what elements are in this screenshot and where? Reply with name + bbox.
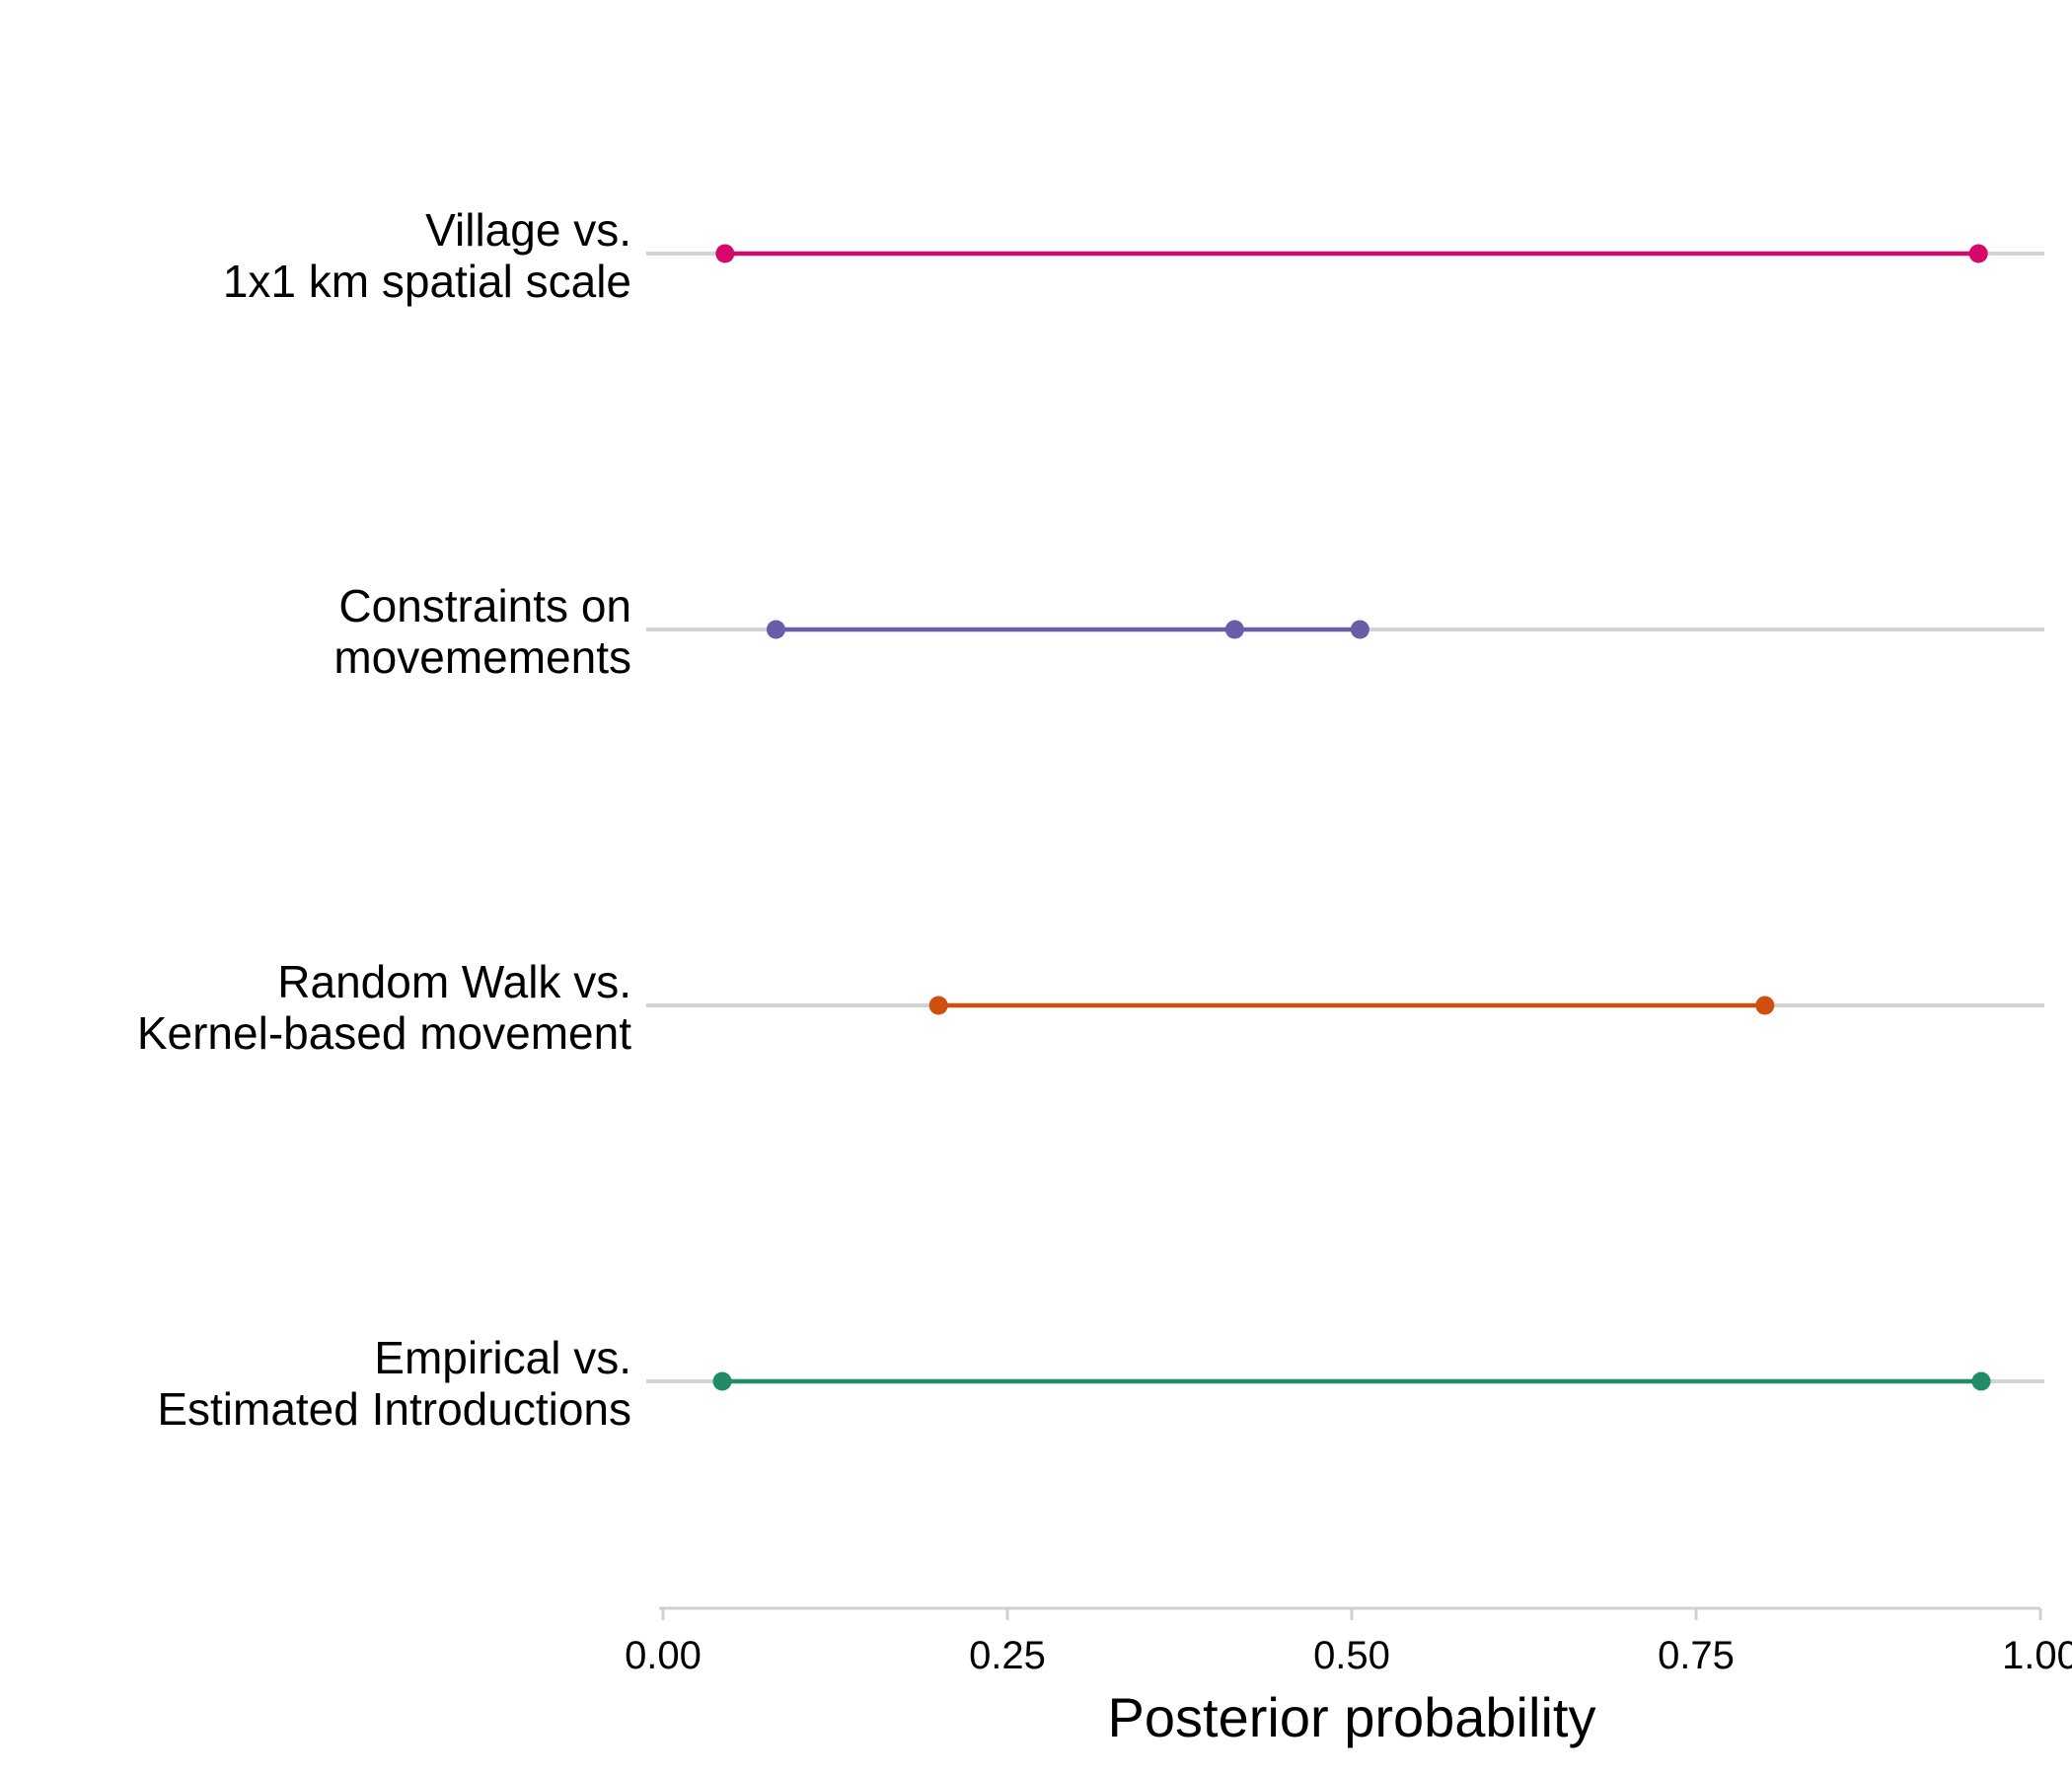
x-tick-label: 0.25 (969, 1634, 1046, 1677)
category-label: Village vs. 1x1 km spatial scale (223, 204, 631, 307)
category-label-line: Random Walk vs. (277, 956, 631, 1007)
category-label-line: 1x1 km spatial scale (223, 256, 631, 307)
x-tick-label: 0.50 (1313, 1634, 1390, 1677)
data-point (1350, 620, 1369, 639)
category-label: Random Walk vs. Kernel-based movement (137, 956, 631, 1059)
x-tick-label: 0.75 (1658, 1634, 1735, 1677)
x-ticks: 0.00 0.25 0.50 0.75 1.00 (625, 1608, 2072, 1677)
series-group (712, 244, 1991, 1391)
category-label-line: Constraints on (338, 580, 631, 631)
x-tick-label: 1.00 (2002, 1634, 2072, 1677)
reference-lines (646, 252, 2044, 1383)
data-point (712, 1371, 732, 1391)
data-point (1755, 996, 1775, 1015)
data-point (1971, 1371, 1991, 1391)
data-point (928, 996, 948, 1015)
category-label-line: Kernel-based movement (137, 1007, 631, 1059)
category-labels: Village vs. 1x1 km spatial scale Constrain… (137, 204, 631, 1435)
category-label-line: Village vs. (425, 204, 631, 256)
category-label: Empirical vs. Estimated Introductions (157, 1332, 631, 1435)
category-label-line: Estimated Introductions (157, 1383, 631, 1435)
category-label-line: movemements (333, 631, 631, 683)
x-axis: 0.00 0.25 0.50 0.75 1.00 Posterior probabili… (625, 1606, 2072, 1748)
data-point (1968, 244, 1988, 263)
data-point (715, 244, 735, 263)
x-tick-label: 0.00 (625, 1634, 702, 1677)
category-label: Constraints on movemements (333, 580, 631, 683)
x-axis-title: Posterior probability (1108, 1686, 1596, 1748)
data-point (766, 620, 785, 639)
data-point (1224, 620, 1244, 639)
category-label-line: Empirical vs. (374, 1332, 631, 1383)
